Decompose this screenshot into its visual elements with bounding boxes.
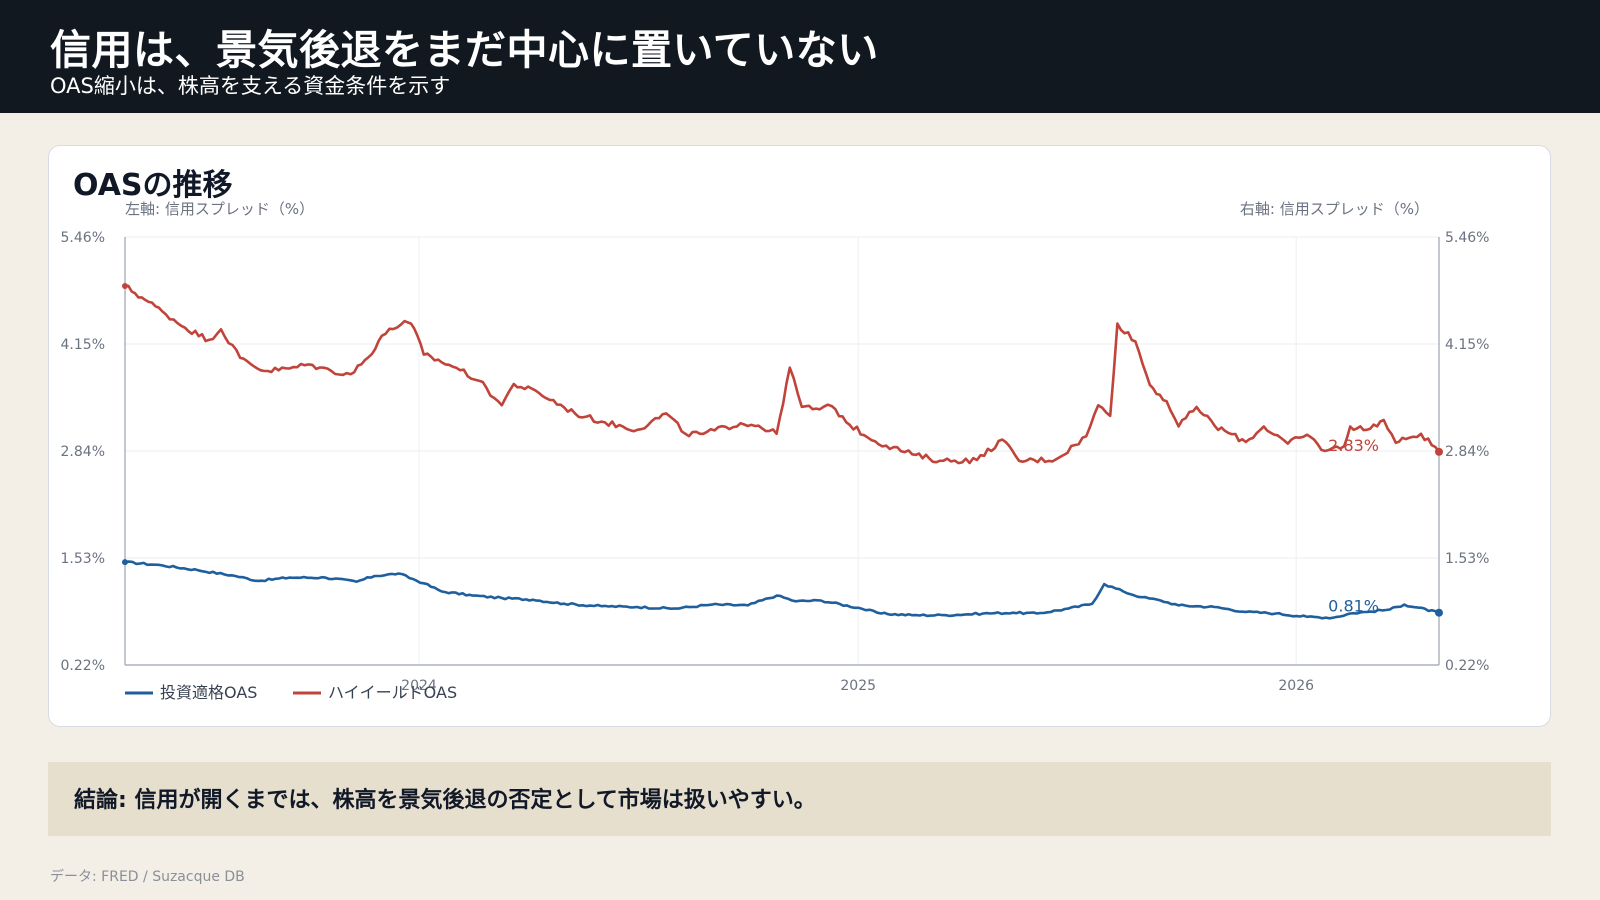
x-tick-label: 2025 — [840, 678, 876, 694]
page-title: 信用は、景気後退をまだ中心に置いていない — [50, 26, 879, 74]
series-end-point — [1435, 447, 1443, 456]
series-line-hy-oas — [124, 284, 1441, 465]
x-tick-label: 2026 — [1278, 678, 1314, 694]
chart-title: OASの推移 — [73, 168, 233, 203]
conclusion-text: 結論: 信用が開くまでは、株高を景気後退の否定として市場は扱いやすい。 — [74, 788, 816, 813]
label-layer: 0.81% 2.83% — [1328, 436, 1379, 616]
series-last-value-label: 2.83% — [1328, 436, 1379, 455]
y-axis-title-right: 右軸: 信用スプレッド（%） — [1240, 200, 1429, 218]
y-tick-label-right: 1.53% — [1445, 551, 1489, 567]
y-tick-label-right: 2.84% — [1445, 444, 1489, 460]
series-last-value-label: 0.81% — [1328, 597, 1379, 616]
legend-layer: 投資適格OAS ハイイールドOAS — [125, 683, 457, 702]
oas-line-chart: 0.22% 0.22% 1.53% 1.53% 2.84% 2.84% 4.15% 4.15%… — [61, 200, 1490, 702]
series-start-point — [122, 283, 128, 290]
series-start-point — [122, 559, 128, 566]
y-tick-label-left: 1.53% — [61, 551, 105, 567]
legend-label: 投資適格OAS — [160, 683, 257, 702]
header-bar: 信用は、景気後退をまだ中心に置いていない OAS縮小は、株高を支える資金条件を示… — [0, 0, 1600, 113]
y-tick-label-left: 2.84% — [61, 444, 105, 460]
axis-layer: 0.22% 0.22% 1.53% 1.53% 2.84% 2.84% 4.15% 4.15%… — [61, 200, 1490, 694]
y-tick-label-right: 0.22% — [1445, 658, 1489, 674]
series-layer — [122, 283, 1443, 620]
y-axis-title-left: 左軸: 信用スプレッド（%） — [125, 200, 314, 218]
y-tick-label-left: 4.15% — [61, 337, 105, 353]
x-tick-label: 2024 — [401, 678, 437, 694]
legend-label: ハイイールドOAS — [328, 683, 457, 702]
grid-layer — [125, 236, 1439, 666]
y-tick-label-right: 5.46% — [1445, 230, 1489, 246]
chart-card: OASの推移 0.22% 0.22% 1.53% 1.53% 2.84% 2.84% 4.1… — [48, 145, 1551, 727]
y-tick-label-right: 4.15% — [1445, 337, 1489, 353]
series-line-ig-oas — [124, 560, 1440, 620]
page-subtitle: OAS縮小は、株高を支える資金条件を示す — [50, 74, 451, 98]
series-end-point — [1435, 608, 1443, 617]
conclusion-box: 結論: 信用が開くまでは、株高を景気後退の否定として市場は扱いやすい。 — [48, 762, 1551, 836]
y-tick-label-left: 5.46% — [61, 230, 105, 246]
y-tick-label-left: 0.22% — [61, 658, 105, 674]
data-source: データ: FRED / Suzacque DB — [50, 869, 245, 885]
